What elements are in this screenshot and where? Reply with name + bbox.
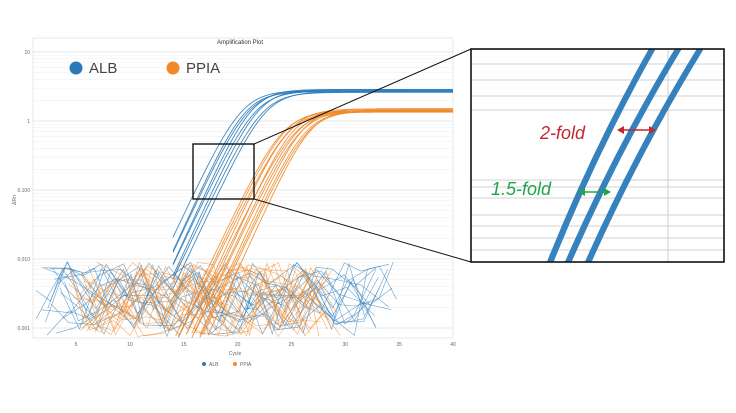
legend-ppia-dot <box>166 61 180 75</box>
annotation-1-5-fold-label: 1.5-fold <box>491 179 552 199</box>
zoom-connector-top <box>253 48 472 145</box>
legend-top: ALB PPIA <box>69 60 220 77</box>
inset-alb-curve <box>567 49 680 262</box>
ppia-replicate-curve <box>202 110 453 335</box>
y-tick-label: 1 <box>27 119 30 125</box>
x-tick-label: 30 <box>343 342 349 348</box>
y-axis-label: ΔRn <box>12 195 18 205</box>
x-tick-label: 15 <box>181 342 187 348</box>
legend-alb-dot <box>69 61 83 75</box>
x-tick-label: 5 <box>75 342 78 348</box>
x-axis-label: Cycle <box>229 351 242 357</box>
legend-bottom-ppia-dot <box>233 362 237 366</box>
x-tick-label: 20 <box>235 342 241 348</box>
zoom-connector-bottom <box>253 198 472 263</box>
ppia-replicate-curve <box>199 108 453 336</box>
inset-curves <box>546 49 704 262</box>
legend-alb-label: ALB <box>89 60 117 77</box>
ppia-replicate-curve <box>207 109 453 336</box>
chart-title: Amplification Plot <box>217 40 263 46</box>
alb-replicate-curve <box>172 91 453 289</box>
legend-ppia-label: PPIA <box>186 60 220 77</box>
inset-alb-curve <box>589 49 704 262</box>
ppia-noise-line <box>88 263 310 337</box>
alb-noise-line <box>52 261 394 330</box>
inset-alb-curve <box>564 49 677 262</box>
annotation-1-5-fold-arrowhead-left <box>578 188 585 196</box>
x-tick-label: 25 <box>289 342 295 348</box>
inset-alb-curve <box>569 49 682 262</box>
annotation-2-fold-arrowhead-left <box>617 126 624 134</box>
annotation-2-fold: 2-fold <box>539 123 656 143</box>
ppia-noise-line <box>80 265 312 336</box>
inset-alb-curve <box>551 49 656 262</box>
ppia-noise-line <box>69 270 329 337</box>
y-tick-label: 0.100 <box>17 188 30 194</box>
y-tick-label: 10 <box>24 50 30 56</box>
x-tick-label: 40 <box>450 342 456 348</box>
zoom-box <box>192 143 255 200</box>
y-tick-label: 0.010 <box>17 257 30 263</box>
alb-noise-line <box>57 269 388 336</box>
x-tick-label: 35 <box>396 342 402 348</box>
annotation-2-fold-arrowhead-right <box>649 126 656 134</box>
y-tick-label: 0.001 <box>17 326 30 332</box>
x-tick-label: 10 <box>127 342 133 348</box>
inset-alb-curve <box>584 49 699 262</box>
annotation-2-fold-label: 2-fold <box>539 123 586 143</box>
series-alb-curves <box>172 88 453 289</box>
alb-replicate-curve <box>172 89 453 277</box>
legend-bottom-ppia-label: PPIA <box>240 362 252 368</box>
ppia-noise-line <box>73 263 332 335</box>
alb-noise-line <box>64 268 367 324</box>
ppia-noise-line <box>70 262 319 337</box>
legend-bottom-alb-label: ALB <box>209 362 219 368</box>
legend-bottom: ALB PPIA <box>202 362 252 368</box>
inset-alb-curve <box>549 49 654 262</box>
ppia-noise-line <box>88 262 320 336</box>
ppia-noise-line <box>97 261 341 336</box>
y-tick-labels: 10 1 0.100 0.010 0.001 <box>17 50 30 332</box>
ppia-noise-line <box>95 266 324 333</box>
x-tick-labels: 5 10 15 20 25 30 35 40 <box>75 342 456 348</box>
alb-replicate-curve <box>172 90 453 266</box>
inset-frame <box>470 48 725 263</box>
ppia-noise-line <box>93 264 329 337</box>
inset-gridlines <box>471 49 724 262</box>
legend-bottom-alb-dot <box>202 362 206 366</box>
inset-alb-curve <box>587 49 702 262</box>
alb-noise-line <box>47 262 397 335</box>
annotation-1-5-fold: 1.5-fold <box>491 179 611 199</box>
inset-alb-curve <box>546 49 651 262</box>
annotation-1-5-fold-arrowhead-right <box>604 188 611 196</box>
